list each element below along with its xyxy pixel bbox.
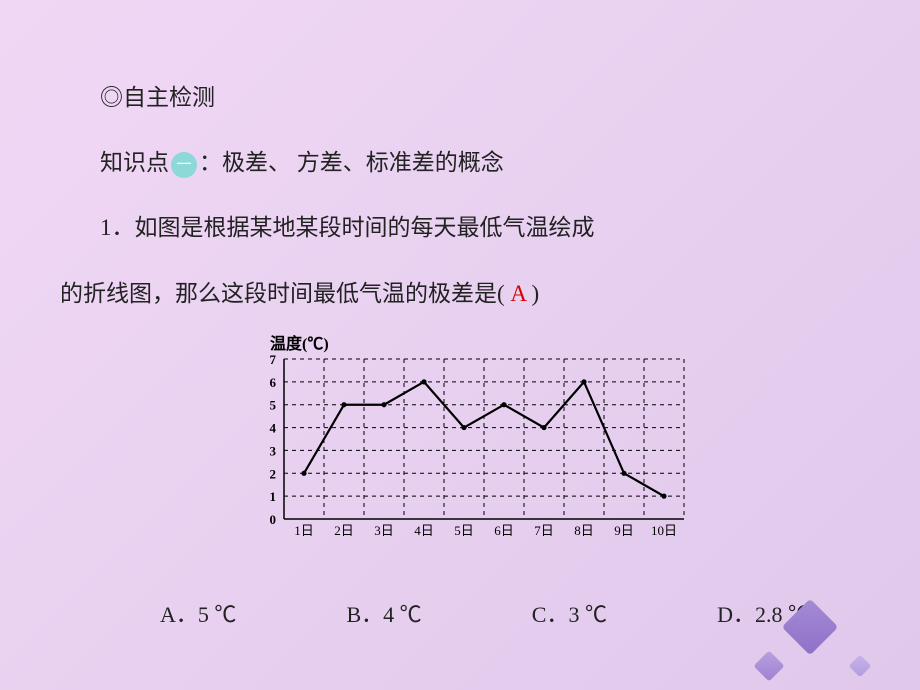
svg-text:4日: 4日 [414, 523, 434, 538]
q1-c: ) [532, 281, 540, 306]
heading-text: ◎自主检测 [100, 85, 215, 110]
option-a: A．5 ℃ [160, 589, 236, 642]
badge-one: 一 [171, 152, 197, 178]
q1-a: 1．如图是根据某地某段时间的每天最低气温绘成 [100, 215, 595, 240]
svg-text:8日: 8日 [574, 523, 594, 538]
kp-prefix: 知识点 [100, 150, 169, 175]
knowledge-point-line: 知识点一：极差、 方差、标准差的概念 [100, 135, 840, 190]
svg-text:5日: 5日 [454, 523, 474, 538]
svg-text:1: 1 [270, 489, 277, 504]
svg-text:1日: 1日 [294, 523, 314, 538]
answer: A [505, 281, 532, 306]
options-row: A．5 ℃ B．4 ℃ C．3 ℃ D．2.8 ℃ [100, 589, 840, 642]
temperature-chart: 0 1 2 3 4 5 6 7 1日 2日 3日 4日 5日 6日 7日 8日 9日 10日 温度(℃) [240, 331, 700, 571]
svg-text:6: 6 [270, 375, 277, 390]
svg-text:2日: 2日 [334, 523, 354, 538]
svg-text:0: 0 [270, 512, 277, 527]
svg-text:5: 5 [270, 397, 277, 412]
kp-suffix: ：极差、 方差、标准差的概念 [199, 150, 504, 175]
question-line-a: 1．如图是根据某地某段时间的每天最低气温绘成 [100, 200, 840, 255]
heading: ◎自主检测 [100, 70, 840, 125]
option-c: C．3 ℃ [532, 589, 607, 642]
question-line-b: 的折线图，那么这段时间最低气温的极差是( A ) [60, 266, 840, 321]
option-b: B．4 ℃ [347, 589, 422, 642]
svg-text:2: 2 [270, 466, 277, 481]
svg-text:4: 4 [270, 420, 277, 435]
q1-b: 的折线图，那么这段时间最低气温的极差是( [60, 281, 505, 306]
chart-container: 0 1 2 3 4 5 6 7 1日 2日 3日 4日 5日 6日 7日 8日 9日 10日 温度(℃) [100, 331, 840, 571]
svg-text:6日: 6日 [494, 523, 514, 538]
svg-text:7: 7 [270, 352, 277, 367]
svg-text:7日: 7日 [534, 523, 554, 538]
svg-text:3: 3 [270, 443, 277, 458]
svg-text:温度(℃): 温度(℃) [269, 334, 329, 353]
svg-text:3日: 3日 [374, 523, 394, 538]
svg-text:10日: 10日 [651, 523, 677, 538]
svg-text:9日: 9日 [614, 523, 634, 538]
